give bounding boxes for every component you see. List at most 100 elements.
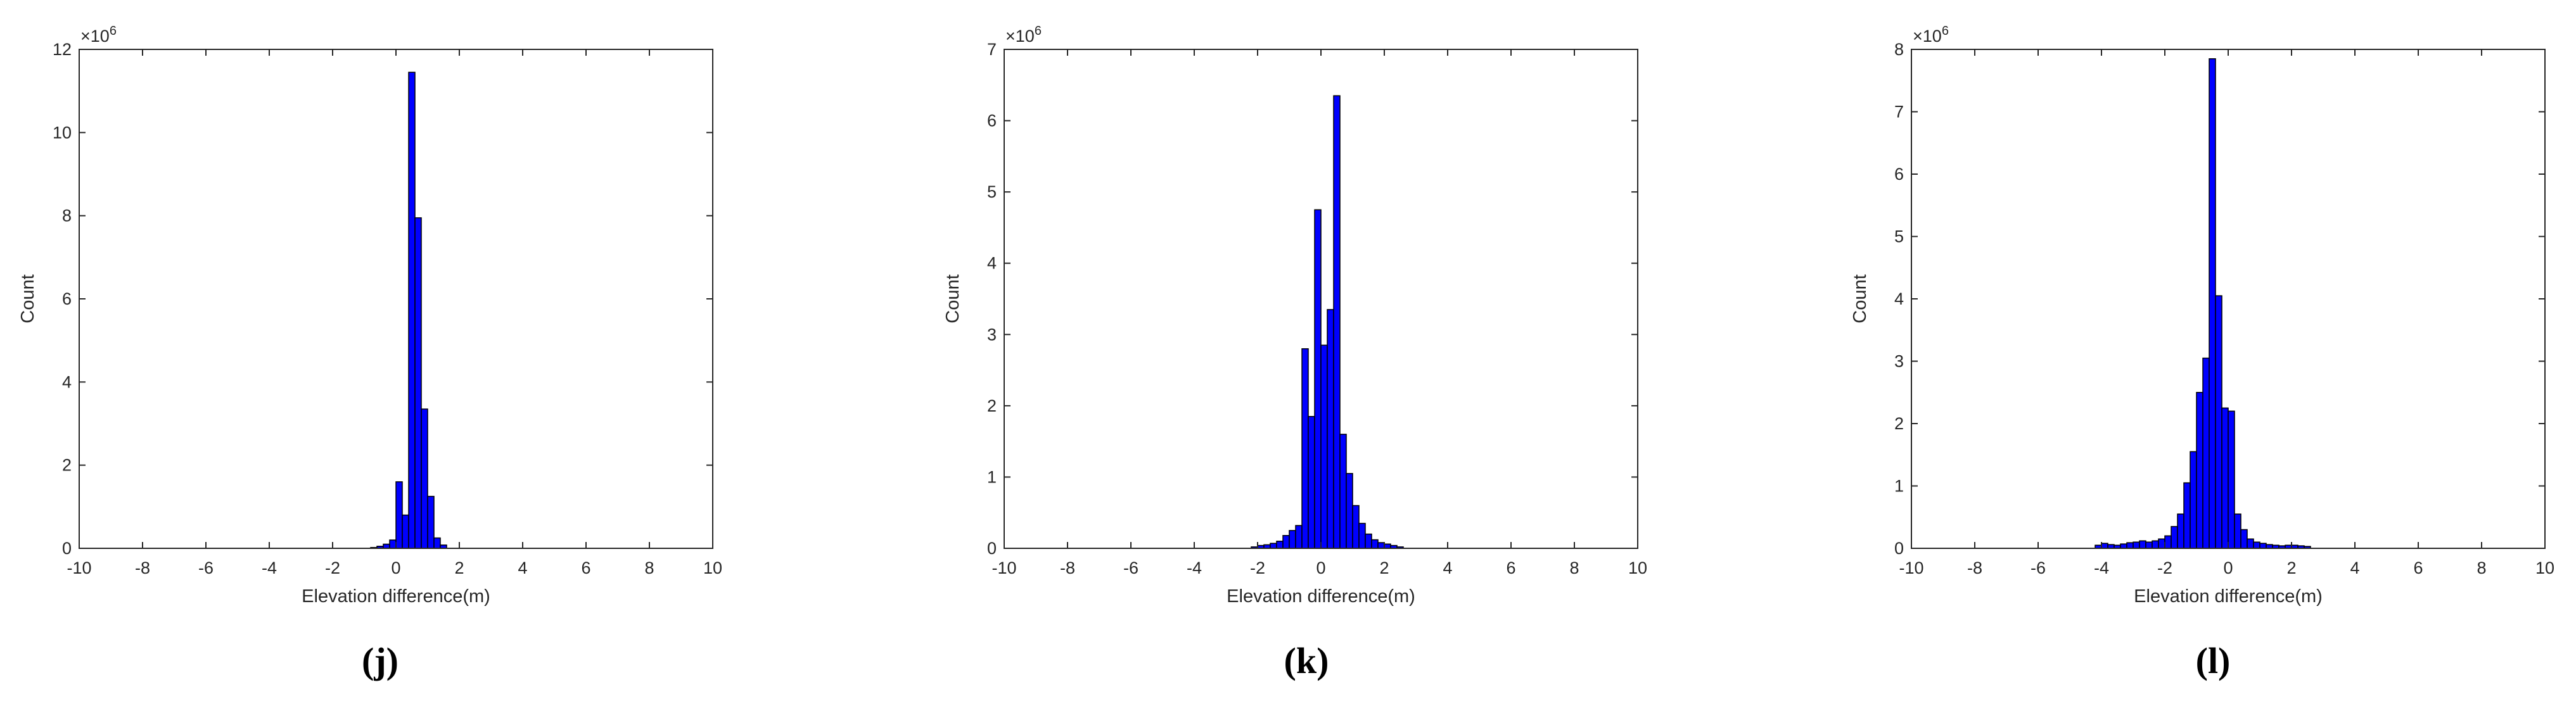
histogram-bar [2190, 451, 2197, 549]
y-axis-multiplier-exponent: 6 [1942, 24, 1949, 38]
histogram-bar [2120, 543, 2127, 549]
histogram-bar [2253, 541, 2260, 549]
y-tick-label: 1 [1894, 477, 1904, 496]
x-tick-label: 0 [2223, 558, 2233, 577]
x-tick-label: -4 [262, 558, 277, 577]
panel-label-k: (k) [1284, 640, 1329, 681]
histogram-bar [2139, 540, 2146, 549]
histogram-bar [1276, 540, 1284, 549]
histogram-bar [1301, 348, 1309, 549]
y-axis-multiplier-exponent: 6 [110, 24, 117, 38]
histogram-bar [2133, 541, 2140, 549]
y-axis-label: Count [943, 274, 963, 323]
histogram-bar [427, 496, 435, 549]
histogram-bar [2228, 410, 2235, 549]
y-axis-label: Count [1850, 274, 1870, 323]
histogram-bar [1314, 209, 1322, 549]
histogram-bar [2196, 392, 2203, 549]
x-tick-label: -2 [325, 558, 340, 577]
x-tick-label: -8 [135, 558, 150, 577]
x-tick-label: -6 [198, 558, 214, 577]
histogram-bar [1365, 533, 1372, 549]
y-tick-label: 5 [987, 182, 997, 201]
histogram-bar [2177, 513, 2184, 549]
histogram-bar [389, 539, 397, 549]
histogram-bar [2234, 513, 2241, 549]
x-tick-label: -6 [1123, 558, 1138, 577]
y-tick-label: 5 [1894, 227, 1904, 246]
y-tick-label: 7 [987, 40, 997, 59]
histogram-bar [1352, 505, 1360, 549]
panel-label-l: (l) [2195, 640, 2231, 681]
x-tick-label: 4 [518, 558, 527, 577]
x-axis-label: Elevation difference(m) [302, 586, 490, 607]
histogram-bar [408, 72, 416, 549]
y-tick-label: 0 [62, 539, 72, 558]
histogram-bar [433, 537, 441, 549]
histogram-bar [2145, 541, 2153, 549]
x-tick-label: -2 [2157, 558, 2172, 577]
y-tick-label: 0 [987, 539, 997, 558]
histogram-bar [2215, 295, 2222, 549]
y-tick-label: 8 [1894, 40, 1904, 59]
histogram-bar [1282, 534, 1290, 549]
x-tick-label: -2 [1250, 558, 1265, 577]
histogram-bar [2209, 58, 2216, 549]
histogram-bar [1327, 309, 1334, 549]
x-tick-label: 2 [1379, 558, 1389, 577]
x-tick-label: 6 [581, 558, 590, 577]
x-tick-label: 10 [703, 558, 722, 577]
histogram-bar [2221, 407, 2229, 549]
x-tick-label: 8 [644, 558, 654, 577]
histogram-bar [414, 217, 422, 549]
histogram-bar [1320, 344, 1328, 549]
histogram-bar [2126, 542, 2134, 549]
chart-panel-1: -10 -8 -6 -4 -2 0 2 4 6 8 10 0 2 4 6 8 10 12 ×106 Elevation… [18, 24, 722, 607]
y-tick-label: 1 [987, 467, 997, 486]
y-tick-label: 8 [62, 206, 72, 225]
histogram-bar [2247, 538, 2254, 549]
x-tick-label: -10 [67, 558, 91, 577]
axes-box [79, 49, 713, 549]
x-tick-label: -4 [1187, 558, 1202, 577]
y-tick-label: 6 [987, 111, 997, 130]
x-tick-label: 10 [2535, 558, 2554, 577]
histogram-bar [402, 514, 409, 549]
x-axis-label: Elevation difference(m) [1227, 586, 1415, 607]
y-tick-label: 2 [1894, 414, 1904, 433]
y-tick-label: 6 [62, 289, 72, 308]
histogram-bar [2202, 357, 2210, 549]
y-tick-label: 4 [987, 254, 997, 273]
x-tick-label: 8 [2477, 558, 2486, 577]
x-tick-label: 4 [1443, 558, 1452, 577]
chart-panel-2: -10 -8 -6 -4 -2 0 2 4 6 8 10 0 1 2 3 4 5 6 7 ×106 Elevation … [943, 24, 1647, 607]
y-tick-label: 3 [1894, 352, 1904, 371]
x-tick-label: 4 [2350, 558, 2359, 577]
panel-label-j: (j) [362, 640, 399, 681]
histogram-bar [1339, 434, 1347, 549]
y-tick-label: 4 [62, 372, 72, 391]
y-tick-label: 3 [987, 325, 997, 344]
y-tick-label: 12 [53, 40, 72, 59]
x-tick-label: -8 [1060, 558, 1075, 577]
y-tick-label: 2 [62, 456, 72, 475]
x-tick-label: 10 [1628, 558, 1647, 577]
x-tick-label: -10 [992, 558, 1016, 577]
y-axis-multiplier-exponent: 6 [1035, 24, 1042, 38]
y-tick-label: 6 [1894, 165, 1904, 184]
histogram-bar [1358, 522, 1366, 549]
histogram-bar [1308, 415, 1315, 549]
histogram-bar [1333, 95, 1341, 549]
histogram-bar [2171, 526, 2178, 549]
histogram-bar [1377, 542, 1385, 549]
x-tick-label: 0 [1316, 558, 1325, 577]
y-tick-label: 4 [1894, 289, 1904, 308]
y-tick-label: 2 [987, 396, 997, 415]
x-tick-label: -6 [2031, 558, 2046, 577]
histogram-bar [2240, 529, 2248, 549]
histogram-bar [2101, 543, 2108, 549]
y-tick-label: 10 [53, 123, 72, 142]
x-tick-label: 8 [1569, 558, 1579, 577]
histogram-bar [2183, 482, 2191, 549]
